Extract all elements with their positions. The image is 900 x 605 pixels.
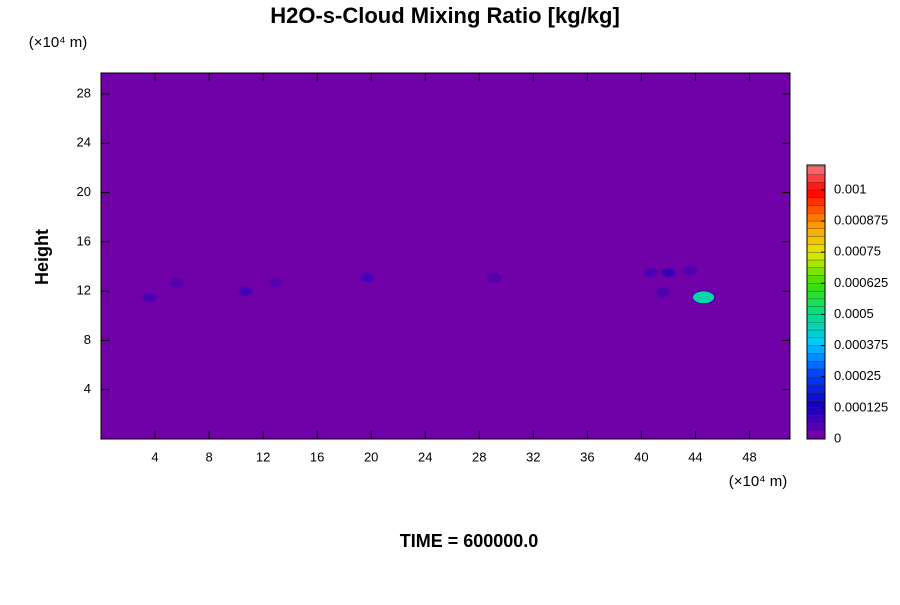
cloud-cell xyxy=(643,267,659,278)
colorbar-tick-label: 0.00075 xyxy=(834,244,881,259)
colorbar-band xyxy=(806,431,826,440)
colorbar-tick-label: 0.000875 xyxy=(834,212,888,227)
cloud-cell xyxy=(268,277,283,288)
x-tick-label: 32 xyxy=(526,449,540,464)
colorbar-band xyxy=(806,423,826,432)
colorbar-tick-label: 0.000375 xyxy=(834,337,888,352)
cloud-cell xyxy=(487,272,502,283)
y-axis-label: Height xyxy=(32,229,52,285)
colorbar-band xyxy=(806,415,826,424)
plot-frame xyxy=(100,72,791,440)
colorbar-band xyxy=(806,376,826,385)
colorbar-band xyxy=(806,353,826,362)
footer: TIME = 600000.0 xyxy=(400,531,539,551)
x-tick-label: 8 xyxy=(205,449,212,464)
colorbar-band xyxy=(806,290,826,300)
colorbar-band xyxy=(806,228,826,237)
colorbar-band xyxy=(806,384,826,393)
colorbar-band xyxy=(806,174,826,183)
colorbar-tick-label: 0.000125 xyxy=(834,399,888,414)
colorbar-tick-label: 0.000625 xyxy=(834,275,888,290)
x-tick-label: 12 xyxy=(256,449,270,464)
cloud-cell xyxy=(169,277,184,288)
cloud-cell xyxy=(359,272,375,283)
x-tick-label: 44 xyxy=(688,449,702,464)
y-tick-label: 24 xyxy=(77,135,91,150)
colorbar-band xyxy=(806,322,826,331)
colorbar-band xyxy=(806,197,826,206)
colorbar-band xyxy=(806,283,826,292)
y-tick-label: 4 xyxy=(84,381,91,396)
x-tick-label: 40 xyxy=(634,449,648,464)
colorbar-band xyxy=(806,252,826,261)
cloud-cell xyxy=(660,267,677,278)
y-tick-label: 8 xyxy=(84,332,91,347)
cloud-cell xyxy=(682,265,698,276)
colorbar-band xyxy=(806,166,826,175)
cloud-cell xyxy=(691,289,716,305)
x-tick-label: 28 xyxy=(472,449,486,464)
colorbar-band xyxy=(806,298,826,307)
y-tick-label: 28 xyxy=(77,85,91,100)
colorbar-band xyxy=(806,329,826,338)
y-unit: (×10⁴ m) xyxy=(29,34,88,51)
cloud-cell xyxy=(655,287,671,298)
colorbar-frame xyxy=(806,164,826,440)
colorbar-band xyxy=(806,275,826,284)
colorbar-band xyxy=(806,306,826,315)
x-tick-label: 20 xyxy=(364,449,378,464)
x-tick-label: 24 xyxy=(418,449,432,464)
colorbar-tick-label: 0.0005 xyxy=(834,306,874,321)
colorbar-band xyxy=(806,220,826,229)
x-tick-label: 4 xyxy=(151,449,158,464)
y-tick-label: 16 xyxy=(77,233,91,248)
y-tick-label: 20 xyxy=(77,184,91,199)
y-tick-label: 12 xyxy=(77,283,91,298)
colorbar-band xyxy=(806,236,826,245)
colorbar-tick-label: 0 xyxy=(834,430,841,445)
colorbar-band xyxy=(806,259,826,268)
x-tick-label: 16 xyxy=(310,449,324,464)
x-tick-label: 48 xyxy=(742,449,756,464)
colorbar-tick-label: 0.001 xyxy=(834,181,867,196)
colorbar-band xyxy=(806,181,826,191)
plot-background xyxy=(101,73,790,439)
colorbar-band xyxy=(806,267,826,276)
colorbar-band xyxy=(806,244,826,253)
colorbar-band xyxy=(806,361,826,370)
colorbar-band xyxy=(806,345,826,354)
colorbar-band xyxy=(806,189,826,198)
chart-title: H2O-s-Cloud Mixing Ratio [kg/kg] xyxy=(270,3,620,28)
colorbar-band xyxy=(806,399,826,409)
colorbar-band xyxy=(806,314,826,323)
x-tick-label: 36 xyxy=(580,449,594,464)
colorbar-band xyxy=(806,337,826,346)
colorbar-tick-label: 0.00025 xyxy=(834,368,881,383)
colorbar-band xyxy=(806,213,826,222)
colorbar-band xyxy=(806,392,826,401)
cloud-cell xyxy=(238,286,254,297)
x-unit: (×10⁴ m) xyxy=(729,473,788,490)
colorbar-band xyxy=(806,407,826,416)
colorbar-band xyxy=(806,205,826,214)
colorbar-band xyxy=(806,368,826,377)
cloud-cell xyxy=(142,292,157,303)
